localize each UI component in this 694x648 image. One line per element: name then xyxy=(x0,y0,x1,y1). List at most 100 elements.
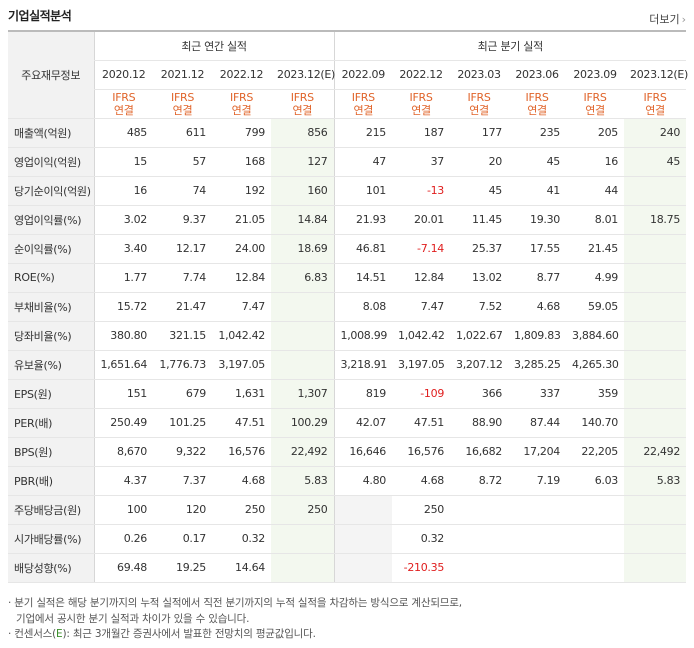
note-line-1: · 분기 실적은 해당 분기까지의 누적 실적에서 직전 분기까지의 누적 실적… xyxy=(8,597,462,609)
value-cell: 22,492 xyxy=(624,437,687,467)
value-cell: 485 xyxy=(93,117,153,148)
row-label: BPS(원) xyxy=(8,437,94,467)
row-label: ROE(%) xyxy=(8,263,94,293)
value-cell: 12.84 xyxy=(212,263,271,293)
value-cell xyxy=(333,494,393,525)
value-cell: 127 xyxy=(271,147,335,177)
value-cell xyxy=(333,553,393,583)
value-cell xyxy=(450,524,509,554)
ifrs-label: IFRS xyxy=(351,90,375,104)
value-cell: 0.26 xyxy=(93,524,153,554)
row-label: 배당성향(%) xyxy=(8,553,94,583)
value-cell xyxy=(624,524,687,554)
value-cell: 8.72 xyxy=(450,466,509,496)
value-cell: 1,022.67 xyxy=(450,321,509,351)
ifrs-label: IFRS xyxy=(583,90,607,104)
value-cell: 45 xyxy=(624,147,687,177)
value-cell: 7.19 xyxy=(508,466,567,496)
value-cell: 16 xyxy=(566,147,625,177)
value-cell: 1,042.42 xyxy=(392,321,451,351)
value-cell: 101.25 xyxy=(153,408,212,438)
ifrs-badge: IFRS 연결 xyxy=(508,89,567,119)
value-cell xyxy=(624,321,687,351)
ifrs-label: IFRS xyxy=(171,90,194,104)
value-cell: 8,670 xyxy=(93,437,153,467)
value-cell: 12.84 xyxy=(392,263,451,293)
chevron-right-icon: › xyxy=(681,13,686,26)
consolidated-label: 연결 xyxy=(527,103,547,117)
section-header: 기업실적분석 더보기 › xyxy=(0,0,694,28)
value-cell: 20 xyxy=(450,147,509,177)
row-label: 순이익률(%) xyxy=(8,234,94,264)
period-header: 2023.06 xyxy=(508,60,567,90)
value-cell: 0.32 xyxy=(212,524,271,554)
value-cell: 0.17 xyxy=(153,524,212,554)
value-cell: 3,218.91 xyxy=(333,350,393,380)
table-row: 당기순이익(억원) 16 74 192 160 101 -13 45 41 44 xyxy=(8,176,687,206)
value-cell: 1,042.42 xyxy=(212,321,271,351)
table-row: PER(배) 250.49 101.25 47.51 100.29 42.07 47.51 8… xyxy=(8,408,687,438)
more-label: 더보기 xyxy=(649,13,680,26)
value-cell: 187 xyxy=(392,117,451,148)
value-cell: 45 xyxy=(508,147,567,177)
value-cell: 17.55 xyxy=(508,234,567,264)
value-cell: 3,207.12 xyxy=(450,350,509,380)
value-cell: 1,809.83 xyxy=(508,321,567,351)
value-cell: 359 xyxy=(566,378,625,409)
ifrs-badge: IFRS 연결 xyxy=(624,89,687,119)
consolidated-label: 연결 xyxy=(645,103,665,117)
value-cell: 18.75 xyxy=(624,204,687,235)
value-cell: 4.80 xyxy=(333,466,393,496)
value-cell xyxy=(271,524,335,554)
value-cell: -7.14 xyxy=(392,234,451,264)
value-cell: 7.74 xyxy=(153,263,212,293)
value-cell: 4.37 xyxy=(93,466,153,496)
value-cell: 88.90 xyxy=(450,408,509,438)
value-cell xyxy=(450,494,509,525)
value-cell: 21.45 xyxy=(566,234,625,264)
table-row: 영업이익(억원) 15 57 168 127 47 37 20 45 16 45 xyxy=(8,147,687,177)
table-row: PBR(배) 4.37 7.37 4.68 5.83 4.80 4.68 8.72 7.19 6.… xyxy=(8,466,687,496)
value-cell: -109 xyxy=(392,378,451,409)
value-cell xyxy=(624,494,687,525)
value-cell: 5.83 xyxy=(271,466,335,496)
value-cell xyxy=(624,291,687,322)
value-cell: 6.83 xyxy=(271,263,335,293)
value-cell: 1,631 xyxy=(212,378,271,409)
value-cell: 4.68 xyxy=(508,291,567,322)
value-cell: 4.68 xyxy=(212,466,271,496)
row-label: 시가배당률(%) xyxy=(8,524,94,554)
value-cell: 250 xyxy=(392,494,451,525)
value-cell: 3.02 xyxy=(93,204,153,235)
row-label: 영업이익(억원) xyxy=(8,147,94,177)
consolidated-label: 연결 xyxy=(172,103,193,117)
value-cell: 168 xyxy=(212,147,271,177)
value-cell: 321.15 xyxy=(153,321,212,351)
value-cell: 679 xyxy=(153,378,212,409)
value-cell: 69.48 xyxy=(93,553,153,583)
value-cell: 16,576 xyxy=(392,437,451,467)
value-cell: 6.03 xyxy=(566,466,625,496)
value-cell: 337 xyxy=(508,378,567,409)
financial-table: 주요재무정보 최근 연간 실적 최근 분기 실적 2020.12 2021.12 2… xyxy=(8,30,688,583)
table-row: 순이익률(%) 3.40 12.17 24.00 18.69 46.81 -7.14 25.3… xyxy=(8,234,687,264)
note-consensus: · 컨센서스(E): 최근 3개월간 증권사에서 발표한 전망치의 평균값입니다… xyxy=(8,627,462,643)
consolidated-label: 연결 xyxy=(411,103,431,117)
value-cell xyxy=(508,524,567,554)
value-cell xyxy=(566,494,625,525)
value-cell: 45 xyxy=(450,176,509,206)
value-cell: 18.69 xyxy=(271,234,335,264)
value-cell: 799 xyxy=(212,117,271,148)
more-link[interactable]: 더보기 › xyxy=(649,11,686,27)
ifrs-label: IFRS xyxy=(290,90,314,104)
table-body: 매출액(억원) 485 611 799 856 215 187 177 235 205 240 영업이… xyxy=(8,117,687,583)
value-cell: 250 xyxy=(212,494,271,525)
period-header: 2021.12 xyxy=(153,60,212,90)
value-cell: 47.51 xyxy=(212,408,271,438)
value-cell xyxy=(624,176,687,206)
value-cell: -210.35 xyxy=(392,553,451,583)
value-cell: 819 xyxy=(333,378,393,409)
ifrs-badge: IFRS 연결 xyxy=(450,89,509,119)
period-header: 2023.03 xyxy=(450,60,509,90)
row-label: 유보율(%) xyxy=(8,350,94,380)
